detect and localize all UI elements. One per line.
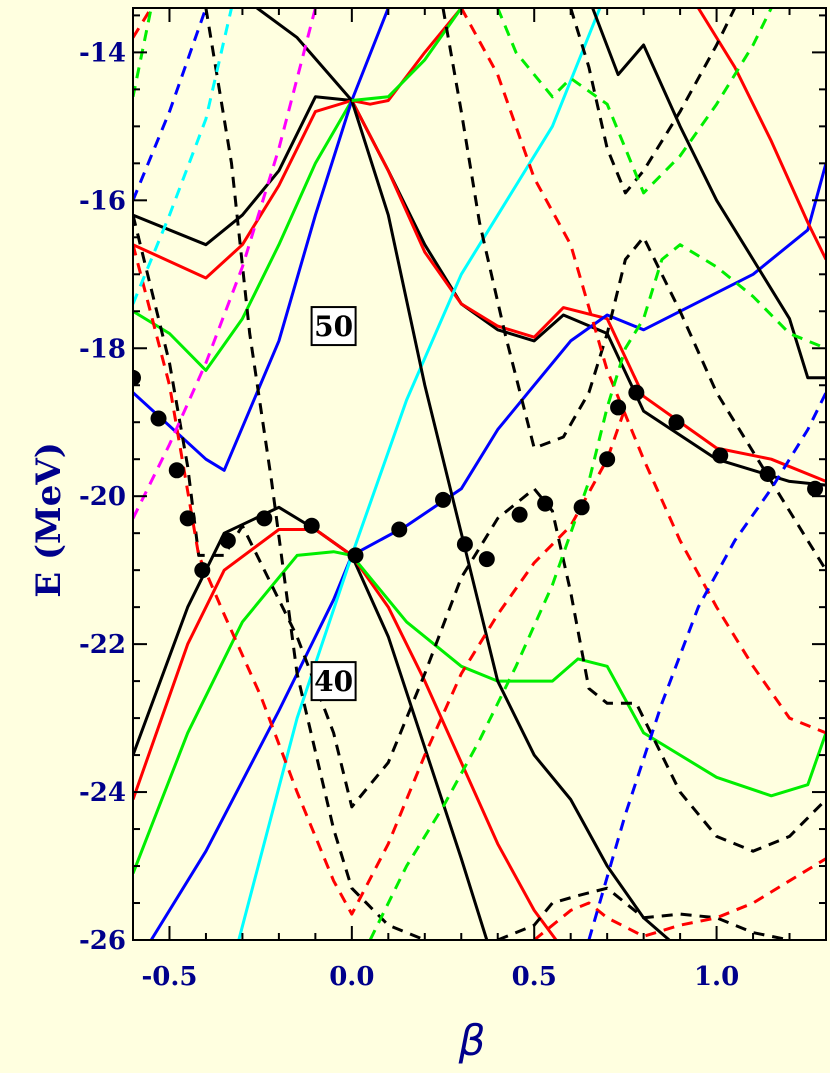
series-line-30 (133, 8, 317, 520)
series-line-25 (496, 8, 773, 195)
data-point-22 (759, 466, 776, 482)
data-point-9 (347, 547, 364, 564)
series-line-22 (533, 857, 826, 940)
series-line-10 (256, 8, 671, 940)
y-tick-label: -20 (79, 482, 126, 512)
y-tick-label: -14 (79, 38, 126, 68)
series-line-16 (204, 8, 426, 940)
y-tick-label: -26 (79, 926, 126, 956)
data-point-13 (478, 551, 495, 568)
data-point-5 (194, 562, 211, 579)
data-point-19 (628, 384, 645, 401)
data-point-12 (456, 536, 473, 553)
data-point-3 (168, 462, 185, 479)
y-tick-label: -22 (79, 630, 126, 660)
data-point-14 (511, 506, 528, 523)
series-line-6 (133, 528, 558, 940)
x-tick-label: 0.0 (329, 962, 374, 992)
data-point-4 (179, 510, 196, 527)
annotation-layer: 50 40 (310, 306, 357, 702)
series-layer (133, 8, 826, 940)
series-line-14 (351, 8, 463, 102)
data-point-21 (712, 447, 729, 464)
data-point-11 (435, 491, 452, 508)
marker-layer (133, 369, 824, 579)
data-point-18 (610, 399, 627, 416)
x-tick-label: 0.5 (512, 962, 557, 992)
data-point-8 (303, 517, 320, 534)
series-line-2 (133, 99, 826, 483)
x-tick-label: -0.5 (141, 962, 197, 992)
data-point-16 (573, 499, 590, 516)
y-tick-label: -24 (79, 778, 126, 808)
data-point-23 (807, 480, 824, 497)
series-line-12 (351, 8, 463, 106)
series-line-29 (133, 8, 233, 305)
series-line-8 (149, 162, 826, 940)
data-point-2 (150, 410, 167, 427)
data-point-15 (537, 495, 554, 512)
series-line-20 (133, 244, 627, 916)
series-line-24 (368, 243, 826, 940)
tick-layer: -0.5 0.0 0.5 1.0 -26 -24 -22 -20 -18 -16 -14 (79, 8, 827, 992)
x-tick-label: 1.0 (694, 962, 739, 992)
series-line-11 (591, 8, 826, 380)
series-line-23 (133, 8, 153, 39)
series-line-15 (133, 214, 826, 853)
series-line-27 (133, 8, 208, 201)
y-tick-label: -18 (79, 334, 126, 364)
data-point-7 (256, 510, 273, 527)
plot-frame (132, 7, 827, 941)
label-text-2: 40 (314, 665, 353, 698)
label-text-1: 50 (314, 310, 353, 343)
series-line-13 (697, 8, 826, 261)
data-point-17 (599, 451, 616, 468)
data-point-6 (219, 532, 236, 549)
series-line-28 (587, 391, 826, 940)
x-axis-title: β (458, 1016, 486, 1065)
data-point-10 (391, 521, 408, 538)
series-line-3 (133, 99, 354, 372)
label-box-1 (310, 306, 357, 347)
series-line-21 (459, 8, 826, 735)
data-point-20 (668, 414, 685, 431)
label-box-2 (310, 661, 357, 702)
y-tick-label: -16 (79, 186, 126, 216)
series-line-17 (441, 8, 826, 571)
series-line-9 (237, 8, 602, 940)
data-point-1 (133, 369, 141, 386)
y-axis-title: E (MeV) (29, 442, 69, 598)
